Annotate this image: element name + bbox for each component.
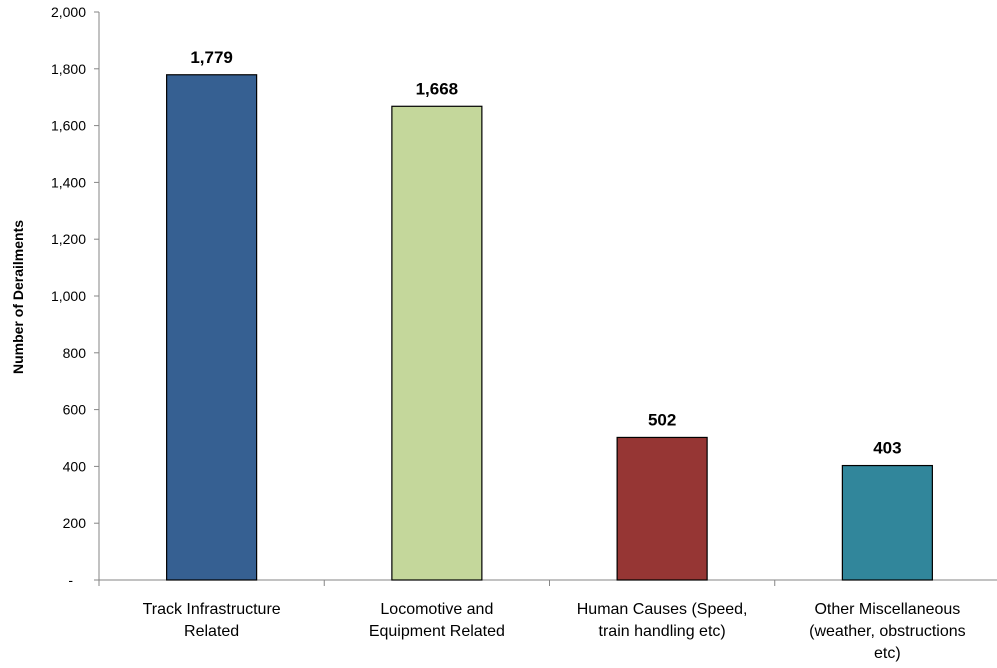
x-axis (98, 579, 997, 586)
category-label: Human Causes (Speed, train handling etc) (577, 601, 748, 640)
data-label: 1,779 (190, 48, 233, 67)
y-axis-title: Number of Derailments (10, 220, 26, 374)
y-tick-label: 1,200 (51, 231, 86, 247)
bar (166, 74, 258, 581)
data-label: 502 (648, 410, 676, 429)
y-tick-label: 1,800 (51, 61, 86, 77)
category-label: Track Infrastructure Related (143, 601, 281, 640)
data-labels: 1,779 1,668 502 403 (190, 48, 901, 458)
y-tick-label: 1,600 (51, 118, 86, 134)
y-tick-label: 600 (63, 402, 87, 418)
category-label: Other Miscellaneous (weather, obstruction… (809, 601, 966, 662)
bar (616, 436, 708, 581)
y-tick-label: - (68, 572, 73, 588)
y-tick-label: 400 (63, 458, 87, 474)
y-axis: - 200 400 600 800 1,000 1,200 1,400 1,600 1,800 2,… (51, 4, 100, 588)
y-tick-label: 1,400 (51, 174, 86, 190)
y-tick-label: 800 (63, 345, 87, 361)
category-labels: Track Infrastructure Related Locomotive an… (143, 601, 966, 662)
bars (166, 74, 933, 581)
y-tick-label: 1,000 (51, 288, 86, 304)
bar (841, 464, 933, 581)
data-label: 1,668 (416, 79, 459, 98)
y-tick-label: 2,000 (51, 4, 86, 20)
y-tick-label: 200 (63, 515, 87, 531)
bar (391, 105, 483, 581)
data-label: 403 (873, 439, 901, 458)
category-label: Locomotive and Equipment Related (369, 601, 505, 640)
